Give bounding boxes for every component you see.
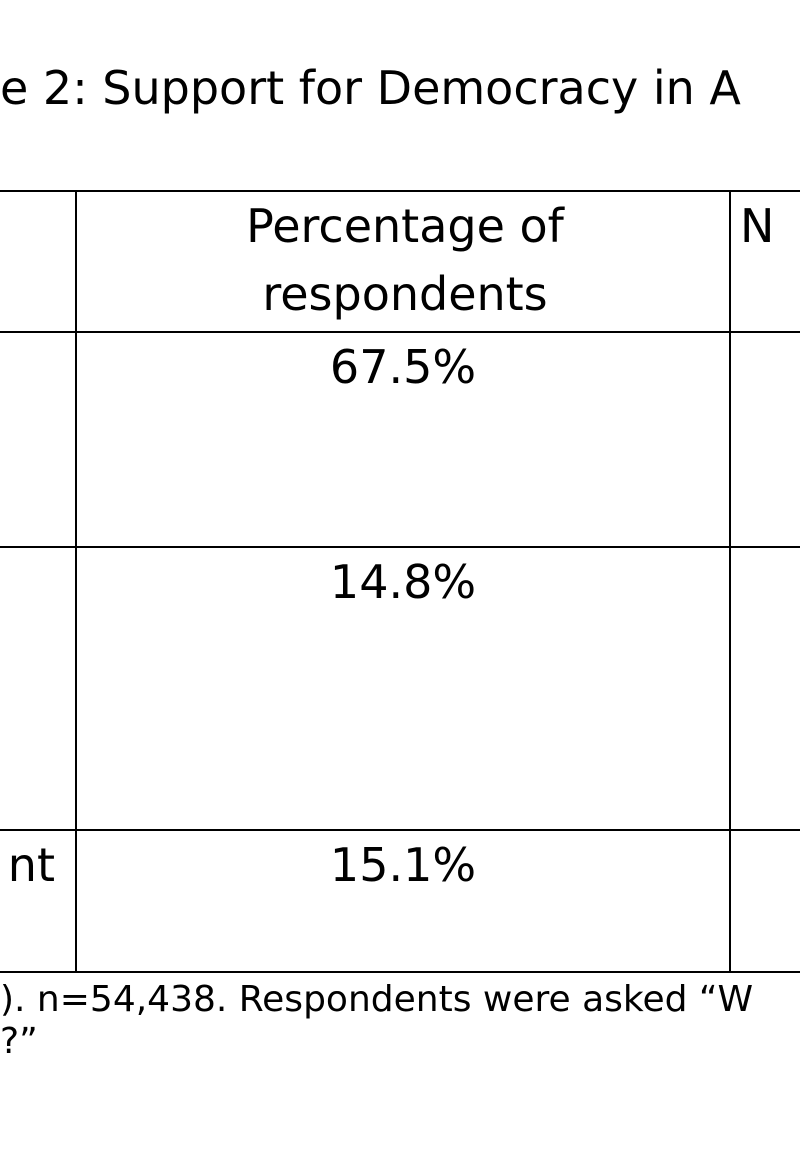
footnote: ). n=54,438. Respondents were asked “W — [0, 979, 754, 1020]
cell: 14.8% — [329, 555, 477, 609]
cell: 67.5% — [329, 340, 477, 394]
header-cell: N — [740, 199, 775, 253]
table-title: e 2: Support for Democracy in A — [0, 61, 741, 115]
column-border — [729, 191, 731, 973]
table-border — [0, 190, 800, 192]
table-border — [0, 971, 800, 973]
footnote: ?” — [0, 1021, 38, 1062]
cell: 15.1% — [329, 838, 477, 892]
row-border — [0, 546, 800, 548]
header-cell: Percentage of respondents — [246, 199, 564, 321]
column-border — [75, 191, 77, 973]
row-border — [0, 331, 800, 333]
row-label: nt — [7, 838, 55, 892]
row-border — [0, 829, 800, 831]
